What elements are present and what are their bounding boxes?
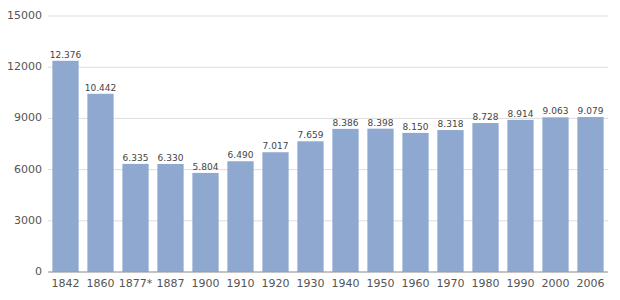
bar	[87, 94, 113, 272]
x-tick-label: 2006	[577, 277, 605, 290]
x-tick-label: 1960	[402, 277, 430, 290]
x-tick-label: 1877*	[119, 277, 153, 290]
bar	[227, 161, 253, 272]
data-label: 8.386	[333, 118, 359, 128]
bar	[472, 123, 498, 272]
bar	[192, 173, 218, 272]
x-tick-label: 2000	[542, 277, 570, 290]
chart-svg: 0 3000 6000 9000 12000 15000 1842 1860 1877* 1887…	[0, 0, 620, 300]
x-tick-label: 1842	[52, 277, 80, 290]
data-label: 8.728	[473, 112, 499, 122]
x-axis-line	[48, 272, 608, 273]
data-label: 9.063	[543, 106, 569, 116]
data-label: 7.017	[263, 141, 289, 151]
bar	[577, 117, 603, 272]
bar	[262, 152, 288, 272]
y-tick-label: 3000	[14, 214, 42, 227]
x-tick-label: 1930	[297, 277, 325, 290]
grid-line	[48, 16, 608, 17]
data-label: 7.659	[298, 130, 324, 140]
data-label: 8.398	[368, 118, 394, 128]
y-tick-label: 15000	[7, 9, 42, 22]
y-tick-label: 0	[35, 265, 42, 278]
bar	[367, 129, 393, 272]
data-label: 5.804	[193, 162, 219, 172]
data-label: 8.318	[438, 119, 464, 129]
data-label: 10.442	[85, 83, 117, 93]
data-label: 8.914	[508, 109, 534, 119]
x-tick-label: 1860	[87, 277, 115, 290]
x-tick-label: 1970	[437, 277, 465, 290]
bar	[507, 120, 533, 272]
y-grid	[48, 16, 608, 272]
y-tick-label: 12000	[7, 60, 42, 73]
chart-container: 0 3000 6000 9000 12000 15000 1842 1860 1877* 1887…	[0, 0, 620, 300]
grid-line	[48, 67, 608, 68]
y-tick-label: 9000	[14, 111, 42, 124]
x-tick-label: 1980	[472, 277, 500, 290]
bar	[122, 164, 148, 272]
x-tick-label: 1910	[227, 277, 255, 290]
x-tick-label: 1940	[332, 277, 360, 290]
bar	[332, 129, 358, 272]
x-tick-label: 1920	[262, 277, 290, 290]
x-tick-label: 1887	[157, 277, 185, 290]
grid-line	[48, 272, 608, 273]
y-tick-label: 6000	[14, 163, 42, 176]
bar	[542, 117, 568, 272]
bar	[52, 61, 78, 272]
data-label: 9.079	[578, 106, 604, 116]
data-label: 6.330	[158, 153, 184, 163]
y-tick-labels: 0 3000 6000 9000 12000 15000	[7, 9, 42, 278]
data-label: 6.335	[123, 153, 149, 163]
x-tick-label: 1900	[192, 277, 220, 290]
bar	[437, 130, 463, 272]
bar	[402, 133, 428, 272]
data-labels: 12.376 10.442 6.335 6.330 5.804 6.490 7.017 7.6…	[50, 50, 604, 172]
x-tick-label: 1990	[507, 277, 535, 290]
bar	[297, 141, 323, 272]
bars	[52, 61, 603, 272]
bar	[157, 164, 183, 272]
data-label: 8.150	[403, 122, 429, 132]
data-label: 12.376	[50, 50, 82, 60]
data-label: 6.490	[228, 150, 254, 160]
x-tick-label: 1950	[367, 277, 395, 290]
x-tick-labels: 1842 1860 1877* 1887 1900 1910 1920 1930 1940 195…	[52, 277, 605, 290]
